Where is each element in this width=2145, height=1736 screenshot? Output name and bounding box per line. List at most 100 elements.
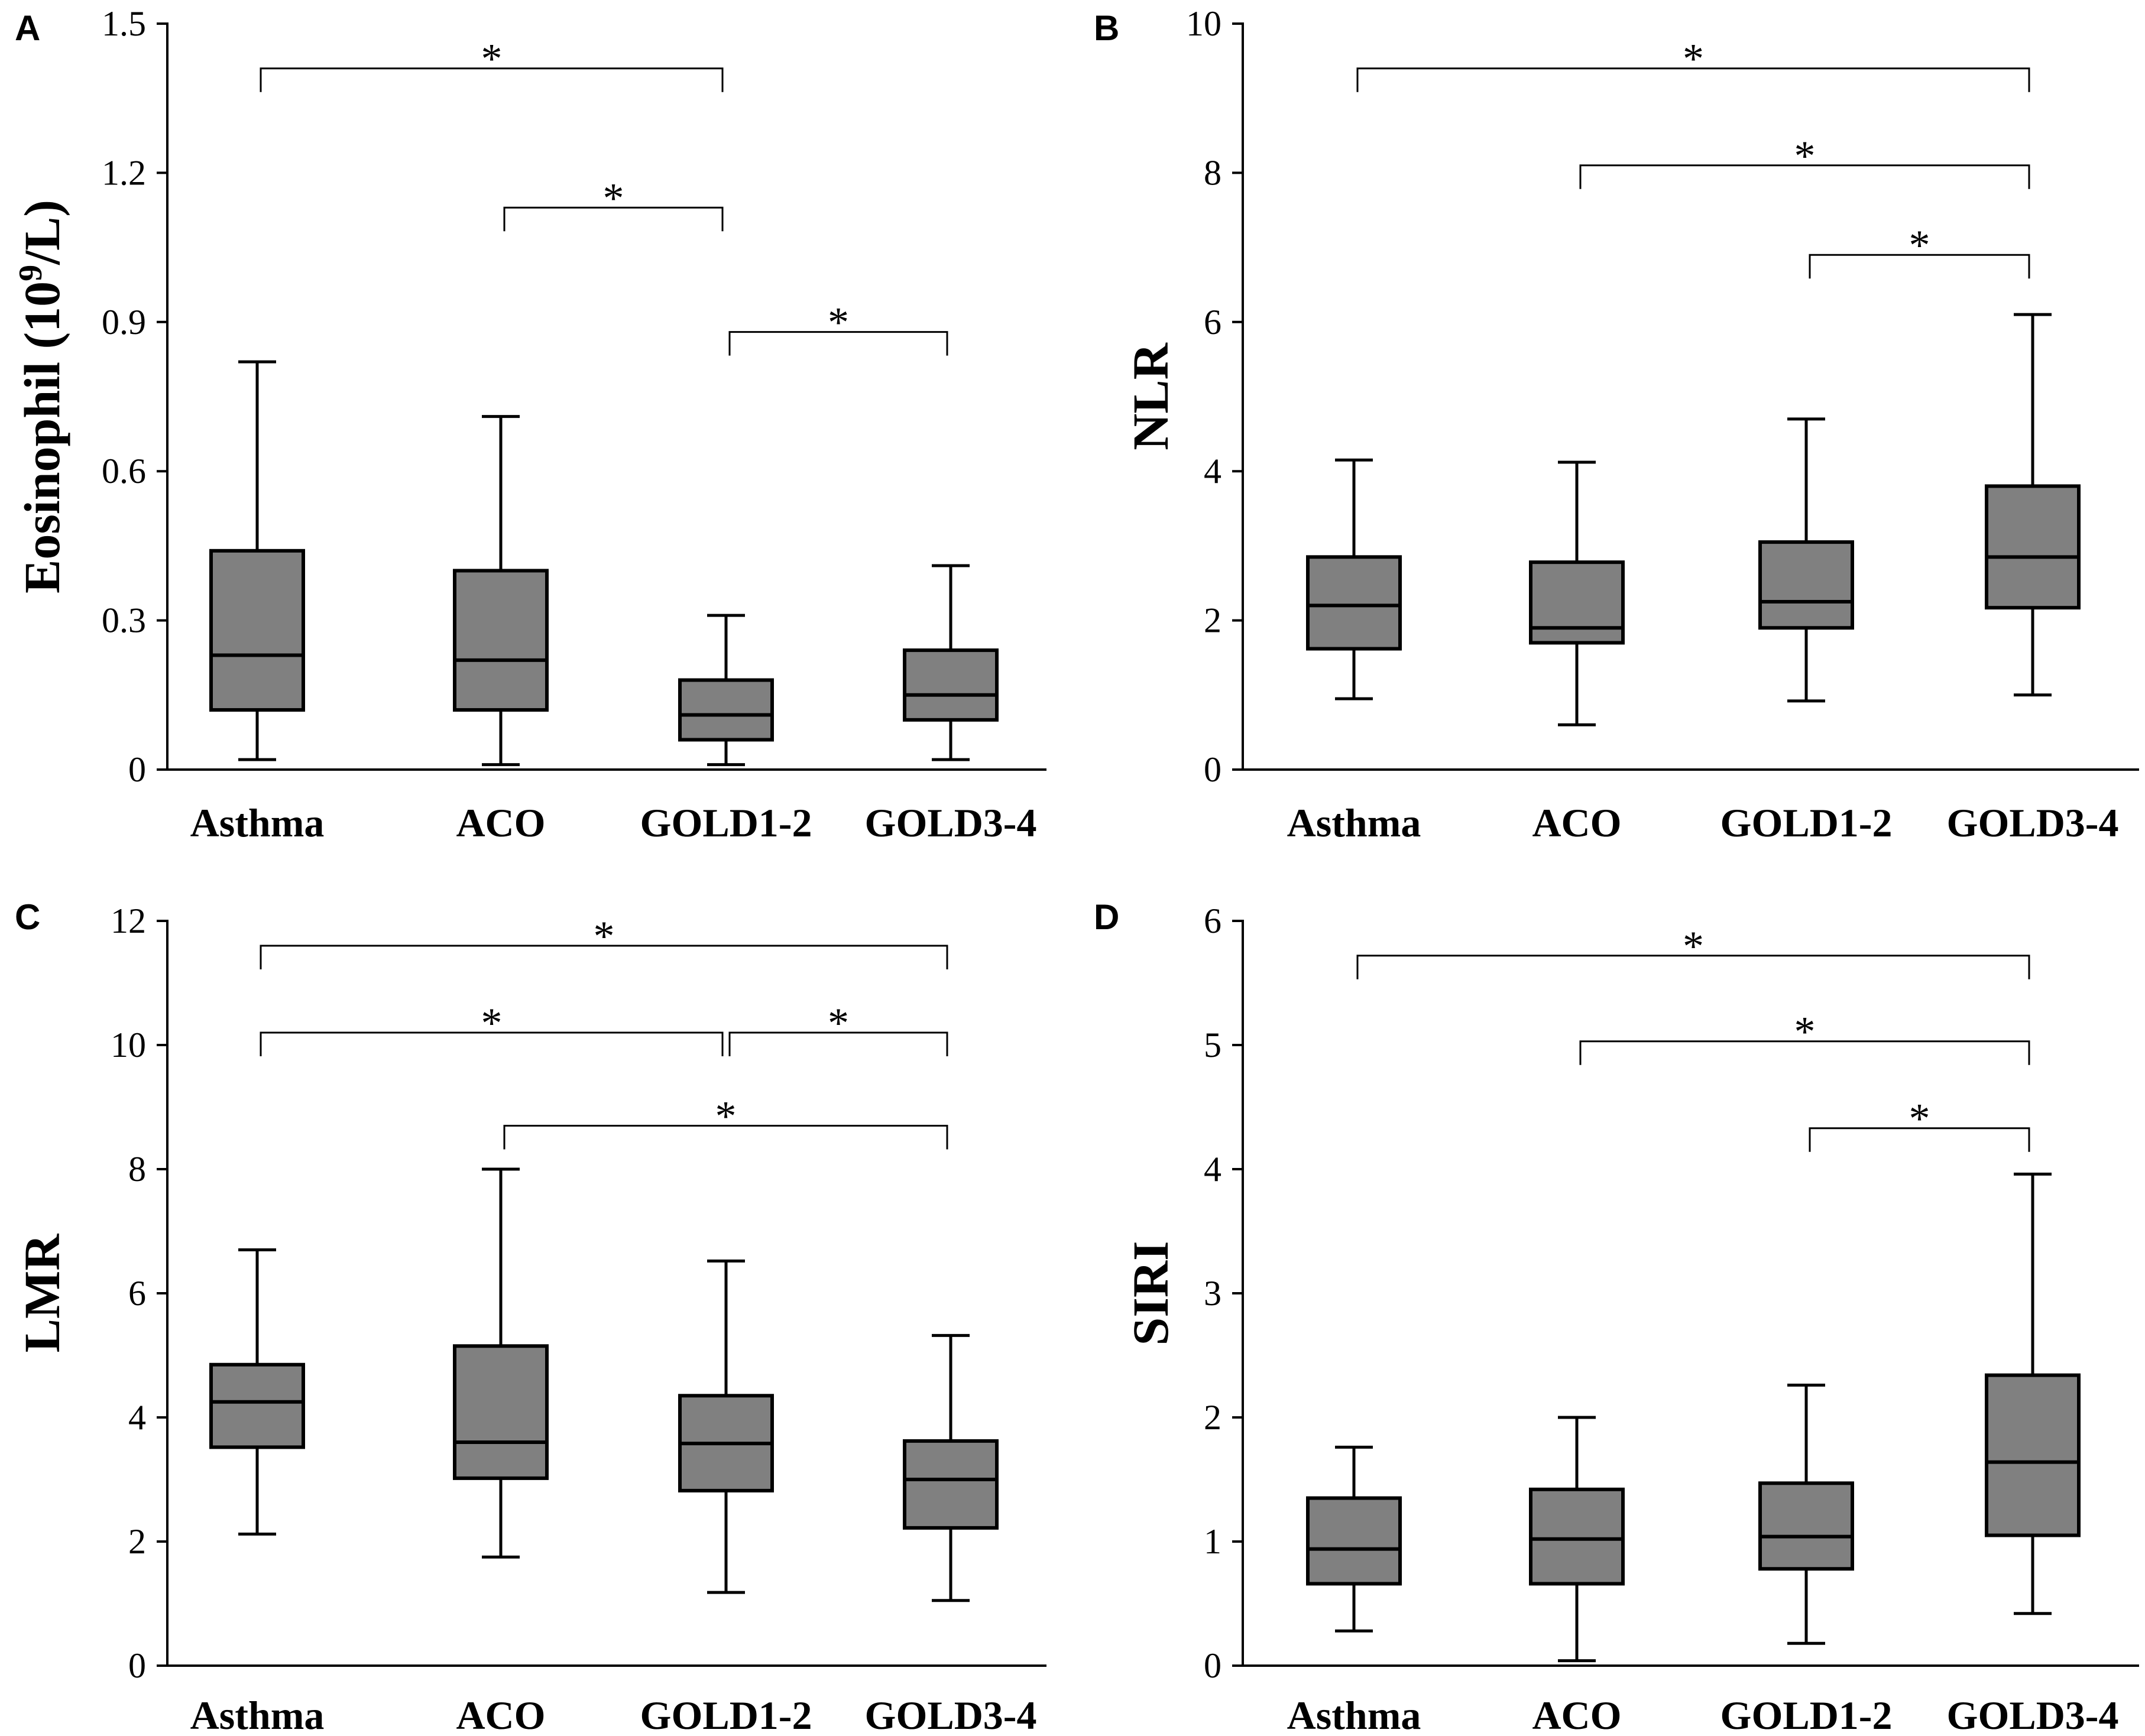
y-tick-label: 1.5 [102, 4, 146, 43]
significance-star: * [715, 1093, 737, 1140]
panel-letter: D [1094, 897, 1119, 937]
x-category-label: GOLD1-2 [640, 800, 812, 845]
y-axis-title: NLR [1122, 342, 1179, 450]
y-tick-label: 0 [128, 750, 146, 789]
bracket-line [1809, 254, 2030, 279]
y-tick-label: 0.6 [102, 452, 146, 491]
box-aco [453, 1167, 549, 1559]
iqr-box [1985, 484, 2081, 610]
box-gold1-2 [1758, 1383, 1854, 1645]
significance-star: * [1683, 35, 1704, 83]
iqr-box [678, 678, 774, 742]
y-tick-label: 0 [128, 1646, 146, 1685]
box-aco [1529, 1416, 1625, 1663]
bracket-line [1579, 1040, 2030, 1065]
box-gold3-4 [1985, 1172, 2081, 1615]
iqr-box [1758, 1481, 1854, 1571]
panel-letter: A [15, 8, 40, 48]
iqr-box [1529, 1487, 1625, 1586]
panel-letter: C [15, 897, 40, 937]
box-asthma [1306, 1445, 1402, 1633]
x-category-label: Asthma [190, 1693, 325, 1736]
y-tick-label: 2 [1204, 601, 1221, 640]
x-category-label: GOLD1-2 [1720, 800, 1893, 845]
significance-star: * [828, 299, 849, 346]
bracket-line [1809, 1127, 2030, 1152]
y-tick-label: 8 [1204, 153, 1221, 192]
significance-bracket: * [260, 1000, 724, 1056]
box-gold3-4 [903, 1333, 999, 1602]
significance-star: * [1683, 923, 1704, 970]
significance-bracket: * [260, 913, 948, 969]
y-tick-label: 3 [1204, 1274, 1221, 1313]
box-gold3-4 [1985, 313, 2081, 697]
significance-star: * [1794, 1008, 1816, 1056]
significance-bracket: * [728, 1000, 948, 1056]
iqr-box [209, 1362, 305, 1449]
bracket-line [260, 67, 724, 92]
y-tick-label: 5 [1204, 1026, 1221, 1065]
x-category-label: GOLD3-4 [1947, 1693, 2119, 1736]
y-tick-label: 4 [1204, 452, 1221, 491]
x-category-label: GOLD3-4 [865, 1693, 1037, 1736]
y-tick-label: 8 [128, 1150, 146, 1189]
x-category-label: ACO [1532, 1693, 1621, 1736]
x-category-label: Asthma [190, 800, 325, 845]
x-category-label: GOLD3-4 [865, 800, 1037, 845]
y-tick-label: 12 [111, 901, 146, 940]
significance-bracket: * [503, 174, 724, 232]
significance-star: * [828, 1000, 849, 1047]
significance-bracket: * [260, 35, 724, 92]
iqr-box [903, 1439, 999, 1530]
x-category-label: Asthma [1287, 1693, 1421, 1736]
box-asthma [1306, 458, 1402, 700]
iqr-box [1758, 540, 1854, 630]
y-tick-label: 1.2 [102, 153, 146, 192]
box-gold3-4 [903, 564, 999, 761]
significance-bracket: * [728, 299, 948, 356]
significance-star: * [594, 913, 615, 960]
y-tick-label: 6 [128, 1274, 146, 1313]
significance-bracket: * [1356, 35, 2030, 92]
significance-star: * [481, 1000, 503, 1047]
x-category-label: ACO [456, 800, 545, 845]
iqr-box [903, 648, 999, 722]
bracket-line [260, 945, 948, 969]
iqr-box [209, 549, 305, 712]
significance-star: * [1909, 222, 1930, 269]
x-category-label: GOLD3-4 [1947, 800, 2119, 845]
y-tick-label: 0 [1204, 1646, 1221, 1685]
bracket-line [503, 206, 724, 232]
significance-bracket: * [1579, 132, 2030, 189]
box-gold1-2 [678, 614, 774, 767]
y-tick-label: 2 [128, 1522, 146, 1561]
bracket-line [728, 1031, 948, 1056]
significance-star: * [1794, 132, 1816, 180]
y-tick-label: 0.3 [102, 601, 146, 640]
bracket-line [1356, 955, 2030, 979]
y-axis-title: LMR [14, 1234, 70, 1353]
box-gold1-2 [678, 1259, 774, 1594]
panel-C: C 0 2 4 6 8 10 12 LMR Asthma ACO GOLD1-2 GOLD3-4 * * * * [14, 897, 1046, 1736]
bracket-line [1579, 164, 2030, 189]
bracket-line [728, 331, 948, 356]
significance-star: * [481, 35, 503, 83]
y-axis-title: Eosinophil (109/L) [12, 200, 70, 593]
y-tick-label: 2 [1204, 1398, 1221, 1437]
panel-A: A 0 0.3 0.6 0.9 1.2 1.5 Eosinophil (109/L) Asthm… [12, 4, 1046, 845]
box-asthma [209, 1248, 305, 1536]
x-category-label: ACO [1532, 800, 1621, 845]
panel-B: B 0 2 4 6 8 10 NLR Asthma ACO GOLD1-2 GOLD3-4 * * * [1094, 4, 2139, 845]
x-category-label: ACO [456, 1693, 545, 1736]
y-tick-label: 10 [1186, 4, 1221, 43]
significance-star: * [1909, 1095, 1930, 1143]
bracket-line [503, 1125, 948, 1150]
significance-star: * [603, 174, 624, 222]
x-category-label: Asthma [1287, 800, 1421, 845]
significance-bracket: * [503, 1093, 948, 1150]
x-category-label: GOLD1-2 [640, 1693, 812, 1736]
significance-bracket: * [1579, 1008, 2030, 1065]
iqr-box [453, 1344, 549, 1480]
significance-bracket: * [1809, 1095, 2030, 1152]
